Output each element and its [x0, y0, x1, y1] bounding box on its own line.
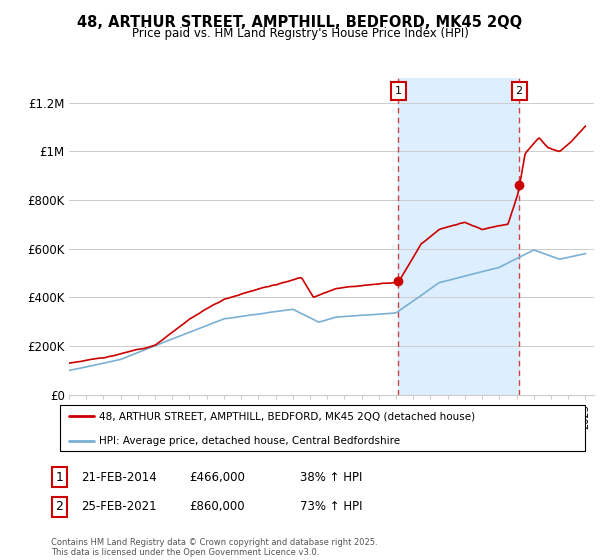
Text: £860,000: £860,000 — [189, 500, 245, 514]
Text: 25-FEB-2021: 25-FEB-2021 — [81, 500, 157, 514]
Text: £466,000: £466,000 — [189, 470, 245, 484]
FancyBboxPatch shape — [52, 497, 67, 517]
Bar — [398, 78, 519, 395]
Text: 48, ARTHUR STREET, AMPTHILL, BEDFORD, MK45 2QQ: 48, ARTHUR STREET, AMPTHILL, BEDFORD, MK… — [77, 15, 523, 30]
Text: Contains HM Land Registry data © Crown copyright and database right 2025.
This d: Contains HM Land Registry data © Crown c… — [51, 538, 377, 557]
Text: HPI: Average price, detached house, Central Bedfordshire: HPI: Average price, detached house, Cent… — [100, 436, 401, 446]
Text: 21-FEB-2014: 21-FEB-2014 — [81, 470, 157, 484]
Text: 2: 2 — [515, 86, 523, 96]
Text: 73% ↑ HPI: 73% ↑ HPI — [300, 500, 362, 514]
Text: 1: 1 — [55, 470, 64, 484]
Text: 1: 1 — [395, 86, 402, 96]
Text: 38% ↑ HPI: 38% ↑ HPI — [300, 470, 362, 484]
Text: 2: 2 — [55, 500, 64, 514]
FancyBboxPatch shape — [60, 405, 585, 451]
Text: Price paid vs. HM Land Registry's House Price Index (HPI): Price paid vs. HM Land Registry's House … — [131, 27, 469, 40]
FancyBboxPatch shape — [52, 467, 67, 487]
Text: 48, ARTHUR STREET, AMPTHILL, BEDFORD, MK45 2QQ (detached house): 48, ARTHUR STREET, AMPTHILL, BEDFORD, MK… — [100, 412, 476, 421]
